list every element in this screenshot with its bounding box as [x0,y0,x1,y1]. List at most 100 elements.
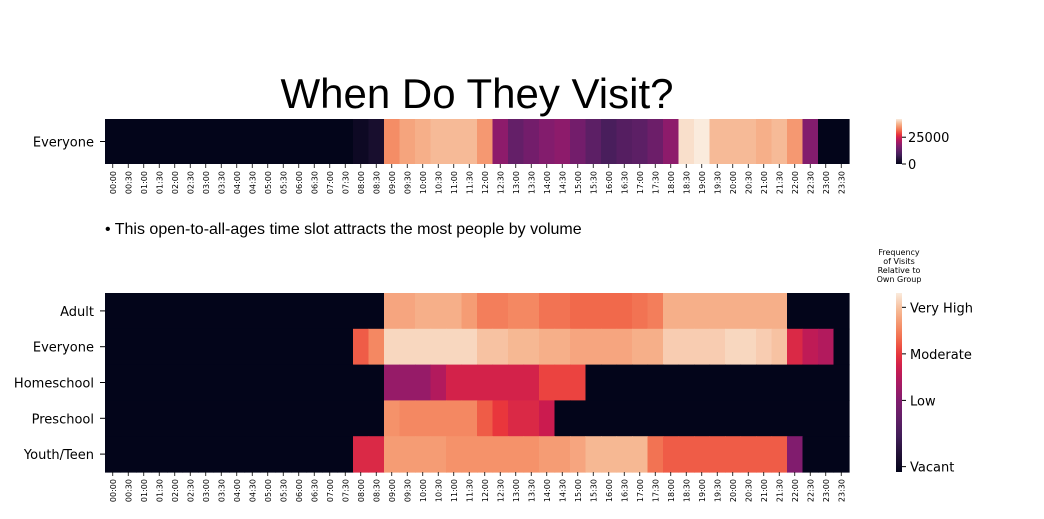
x-tick-label: 22:00 [791,479,800,502]
x-tick-label: 17:00 [636,479,645,502]
heatmap-cell [182,328,199,366]
heatmap-cell [461,328,478,366]
heatmap-cell [632,119,649,164]
colorbar-title: Relative to [878,266,921,275]
heatmap-cell [198,293,215,330]
heatmap-cell [570,364,587,401]
heatmap-cell [725,328,742,366]
heatmap-cell [833,328,850,366]
heatmap-cell [694,328,711,366]
heatmap-cell [818,119,835,164]
heatmap-cell [291,328,308,366]
heatmap-cell [725,436,742,473]
x-tick-label: 13:00 [512,171,521,194]
heatmap-cell [291,293,308,330]
heatmap-cell [647,293,664,330]
x-tick-label: 07:30 [341,171,350,194]
x-tick-label: 13:30 [527,171,536,194]
heatmap-cell [120,328,137,366]
heatmap-cell [353,364,370,401]
heatmap-cell [260,119,277,164]
heatmap-cell [198,328,215,366]
heatmap-cell [508,119,525,164]
x-tick-label: 20:00 [729,171,738,194]
heatmap-cell [539,436,556,473]
heatmap-cell [663,293,680,330]
heatmap-cell [136,400,153,437]
heatmap-cell [647,364,664,401]
x-tick-label: 14:30 [558,479,567,502]
heatmap-cell [120,400,137,437]
heatmap-cell [368,436,385,473]
heatmap-cell [554,119,571,164]
heatmap-cell [353,328,370,366]
heatmap-cell [539,328,556,366]
heatmap-cell [384,436,401,473]
x-tick-label: 03:30 [217,479,226,502]
heatmap-cell [306,119,323,164]
heatmap-cell [244,119,261,164]
chart-annotation: • This open-to-all-ages time slot attrac… [105,221,582,238]
heatmap-cell [756,400,773,437]
x-tick-label: 16:00 [605,479,614,502]
heatmap-cell [678,293,695,330]
x-tick-label: 08:30 [372,479,381,502]
heatmap-cell [585,119,602,164]
heatmap-cell [368,293,385,330]
heatmap-cell [337,364,354,401]
heatmap-cell [787,119,804,164]
heatmap-cell [229,293,246,330]
heatmap-cell [802,364,819,401]
x-tick-label: 12:00 [481,479,490,502]
x-tick-label: 21:00 [760,479,769,502]
heatmap-cell [539,364,556,401]
heatmap-cell [306,293,323,330]
x-tick-label: 06:30 [310,171,319,194]
x-tick-label: 15:00 [574,479,583,502]
heatmap-cell [291,400,308,437]
heatmap-cell [647,119,664,164]
heatmap-cell [802,400,819,437]
heatmap-cell [477,119,494,164]
x-tick-label: 23:30 [837,171,846,194]
x-tick-label: 21:00 [760,171,769,194]
heatmap-cell [353,119,370,164]
heatmap-cell [322,400,339,437]
x-tick-label: 17:30 [651,171,660,194]
heatmap-cell [399,119,416,164]
x-tick-label: 04:30 [248,479,257,502]
heatmap-cell [585,364,602,401]
y-tick-label: Everyone [33,136,94,151]
colorbar-tick-label: 25000 [908,131,949,146]
heatmap-cell [756,436,773,473]
heatmap-cell [833,364,850,401]
heatmap-cell [229,328,246,366]
x-tick-label: 12:30 [496,171,505,194]
heatmap-cell [678,119,695,164]
heatmap-cell [663,364,680,401]
heatmap-cell [136,364,153,401]
heatmap-cell [244,364,261,401]
heatmap-cell [213,364,230,401]
heatmap-cell [260,364,277,401]
heatmap-cell [554,400,571,437]
heatmap-cell [725,400,742,437]
heatmap-cell [740,436,757,473]
heatmap-cell [182,119,199,164]
heatmap-cell [756,364,773,401]
heatmap-cell [384,328,401,366]
heatmap-cell [151,328,168,366]
heatmap-cell [492,364,509,401]
heatmap-cell [523,293,540,330]
heatmap-cell [167,328,184,366]
heatmap-cell [275,436,292,473]
heatmap-cell [306,328,323,366]
heatmap-cell [430,119,447,164]
heatmap-cell [616,119,633,164]
x-tick-label: 06:00 [295,171,304,194]
colorbar-title: of Visits [883,257,914,266]
heatmap-cell [430,400,447,437]
y-tick-label: Preschool [32,412,94,427]
heatmap-cell [399,436,416,473]
